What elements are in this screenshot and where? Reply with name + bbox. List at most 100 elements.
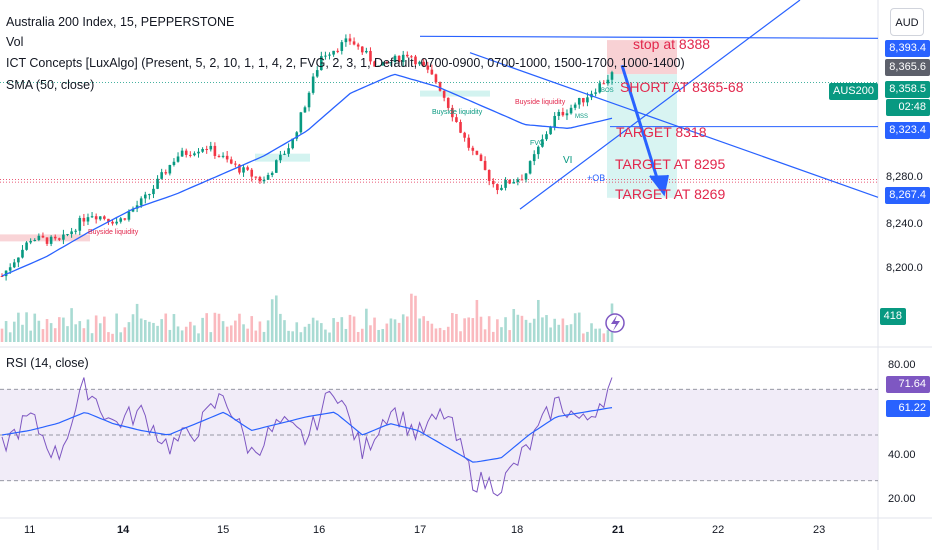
volume-bar <box>197 333 200 342</box>
volume-bar <box>430 323 434 342</box>
volume-bar <box>21 324 24 342</box>
short-annotation: SHORT AT 8365-68 <box>620 79 744 95</box>
candle-body <box>610 72 614 80</box>
time-label: 14 <box>117 524 130 536</box>
indicator-vol-label[interactable]: Vol <box>6 35 24 49</box>
volume-bar <box>12 321 16 342</box>
symbol-tag: AUS200 <box>829 83 878 100</box>
volume-bar <box>238 313 241 342</box>
candle-body <box>139 198 143 206</box>
volume-bar <box>123 327 127 342</box>
volume-bar <box>598 328 602 342</box>
indicator-rsi-label[interactable]: RSI (14, close) <box>6 356 89 370</box>
volume-bar <box>528 322 532 342</box>
volume-bar <box>262 331 266 342</box>
fvg-zone <box>255 153 310 162</box>
candle-body <box>381 61 385 66</box>
candle-body <box>37 235 41 240</box>
volume-bar <box>463 318 466 342</box>
candle-body <box>115 221 118 224</box>
volume-bar <box>377 329 380 342</box>
candle-body <box>229 159 233 164</box>
candle-body <box>561 111 565 116</box>
time-label: 21 <box>612 524 625 536</box>
volume-bar <box>373 317 376 342</box>
volume-bar <box>45 319 49 342</box>
volume-bar <box>500 327 503 342</box>
volume-bar <box>258 321 262 342</box>
price-tick: 8,240.0 <box>886 218 923 230</box>
candle-body <box>467 137 471 148</box>
candle-body <box>524 173 528 180</box>
candle-body <box>422 61 425 66</box>
volume-bar <box>406 316 409 342</box>
candle-body <box>279 154 282 161</box>
candle-body <box>549 126 552 135</box>
volume-bar <box>516 314 520 342</box>
rsi-badge: 71.64 <box>886 376 930 393</box>
price-tick: 8,280.0 <box>886 171 923 183</box>
candle-body <box>270 172 274 176</box>
volume-bar <box>103 316 106 342</box>
volume-bar <box>217 313 221 342</box>
candle-body <box>225 155 229 160</box>
rsi-tick: 20.00 <box>888 493 916 505</box>
candle-body <box>586 97 589 103</box>
volume-bar <box>569 324 573 342</box>
rsi-ma-badge: 61.22 <box>886 400 930 417</box>
candle-body <box>475 150 479 155</box>
candle-body <box>12 262 16 268</box>
time-label: 11 <box>24 524 36 536</box>
candle-body <box>29 241 32 243</box>
volume-bar <box>213 312 217 342</box>
volume-bar <box>82 328 86 342</box>
candle-body <box>491 180 495 185</box>
indicator-ict-label[interactable]: ICT Concepts [LuxAlgo] (Present, 5, 2, 1… <box>6 56 685 70</box>
candle-body <box>164 172 168 174</box>
candle-body <box>487 169 491 181</box>
volume-bar <box>234 320 237 342</box>
candle-body <box>180 150 184 157</box>
time-label: 18 <box>511 524 524 536</box>
volume-bar <box>438 327 442 342</box>
candle-body <box>193 153 196 156</box>
volume-bar <box>467 317 471 342</box>
volume-bar <box>381 329 385 342</box>
volume-bar <box>86 319 90 342</box>
volume-bar <box>320 323 323 342</box>
currency-button[interactable]: AUD <box>890 8 924 36</box>
volume-bar <box>225 326 229 342</box>
candle-body <box>577 97 581 105</box>
candle-body <box>406 54 409 57</box>
candle-body <box>479 154 483 161</box>
volume-bar <box>111 333 114 342</box>
volume-bar <box>131 314 135 342</box>
volume-bar <box>594 328 597 342</box>
volume-bar <box>537 299 540 342</box>
candle-body <box>148 194 151 196</box>
candle-body <box>332 50 335 55</box>
volume-bar <box>557 324 561 342</box>
volume-bar <box>451 313 454 342</box>
candle-body <box>291 138 294 149</box>
volume-bar <box>4 321 8 342</box>
candle-body <box>573 104 577 108</box>
volume-bar <box>365 308 368 342</box>
volume-bar <box>512 308 516 342</box>
volume-bar <box>139 318 143 342</box>
volume-bar <box>553 318 556 342</box>
volume-bar <box>483 329 487 342</box>
volume-bar <box>143 320 147 342</box>
candle-body <box>483 160 487 170</box>
volume-bar <box>459 331 462 342</box>
candle-body <box>234 163 237 165</box>
volume-bar <box>414 295 417 342</box>
candle-body <box>336 50 340 52</box>
candle-body <box>463 132 466 138</box>
volume-bar <box>504 317 507 342</box>
liquidity-zone <box>0 234 90 242</box>
short-arrow-head <box>649 174 669 197</box>
volume-bar <box>295 322 299 342</box>
indicator-sma-label[interactable]: SMA (50, close) <box>6 78 95 92</box>
